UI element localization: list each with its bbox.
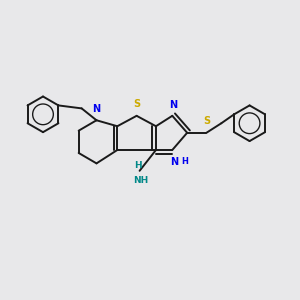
Text: S: S	[203, 116, 210, 126]
Text: NH: NH	[134, 176, 149, 185]
Text: H: H	[181, 157, 188, 166]
Text: N: N	[170, 157, 178, 166]
Text: N: N	[169, 100, 177, 110]
Text: H: H	[134, 160, 142, 169]
Text: N: N	[92, 104, 100, 114]
Text: S: S	[133, 99, 140, 109]
